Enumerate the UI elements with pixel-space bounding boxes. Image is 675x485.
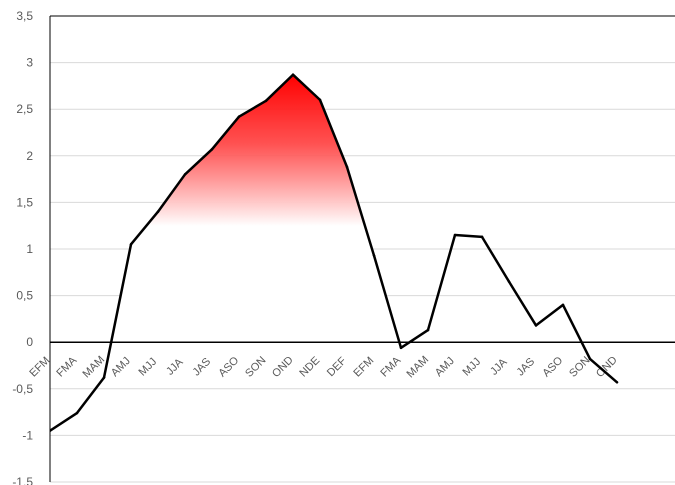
x-tick-label: MAM xyxy=(405,354,432,381)
y-tick-label: 1 xyxy=(26,242,33,256)
data-point xyxy=(291,73,295,76)
x-tick-label: AMJ xyxy=(433,355,457,379)
x-tick-label: AMJ xyxy=(109,355,133,379)
data-point xyxy=(588,357,592,361)
data-point xyxy=(129,243,133,246)
data-point xyxy=(372,254,376,257)
series-line-segment xyxy=(50,411,79,432)
x-tick-label: SON xyxy=(243,354,268,379)
series-line-segment xyxy=(534,303,565,327)
data-point xyxy=(561,303,565,307)
data-point xyxy=(156,210,160,213)
x-tick-label: MJJ xyxy=(137,356,160,379)
series-line-segment xyxy=(291,73,322,102)
x-tick-label: FMA xyxy=(54,354,79,379)
series-line-segment xyxy=(102,243,133,379)
series-line-segment xyxy=(453,233,484,239)
x-tick-label: OND xyxy=(270,354,296,380)
y-tick-label: 0,5 xyxy=(16,289,33,303)
data-point xyxy=(399,346,403,349)
data-point xyxy=(75,411,79,415)
y-tick-label: -1,5 xyxy=(12,475,33,485)
y-tick-label: -0,5 xyxy=(12,382,33,396)
data-point xyxy=(615,381,619,384)
data-point xyxy=(102,376,106,379)
data-point xyxy=(453,233,457,237)
peak-fill-area xyxy=(111,74,400,343)
y-tick-label: -1 xyxy=(22,428,33,442)
x-tick-label: JAS xyxy=(514,356,537,379)
data-point xyxy=(210,148,214,151)
series-line-segment xyxy=(264,73,295,103)
series-line-segment xyxy=(588,357,619,384)
y-tick-label: 1,5 xyxy=(16,195,33,209)
x-tick-label: JJA xyxy=(164,356,186,378)
series-line-segment xyxy=(156,173,187,213)
x-tick-label: EFM xyxy=(27,355,52,380)
series-line-segment xyxy=(237,99,268,118)
series-line-segment xyxy=(480,235,511,283)
y-tick-label: 3,5 xyxy=(16,9,33,23)
y-tick-label: 2 xyxy=(26,149,33,163)
x-tick-label: FMA xyxy=(378,354,403,379)
x-tick-label: NDE xyxy=(297,355,322,380)
series-line-segment xyxy=(75,376,106,415)
series-line-segment xyxy=(399,328,430,350)
x-tick-label: EFM xyxy=(351,355,376,380)
data-point xyxy=(318,98,322,102)
series-line-segment xyxy=(345,165,376,257)
series-line-segment xyxy=(426,233,457,332)
y-tick-label: 3 xyxy=(26,56,33,70)
series-line-segment xyxy=(507,280,538,327)
x-tick-label: ASO xyxy=(540,354,565,379)
y-axis-ticks: -1,5 -1 -0,5 0 0,5 1 1,5 2 2,5 3 3,5 xyxy=(12,9,33,485)
x-tick-label: MJJ xyxy=(461,356,484,379)
series-line-segment xyxy=(210,115,241,151)
data-point xyxy=(426,328,430,332)
data-point xyxy=(264,99,268,103)
series-line-segment xyxy=(372,254,403,350)
series-line-segment xyxy=(183,148,214,176)
x-tick-label: DEF xyxy=(325,355,349,379)
series-line-segment xyxy=(318,98,349,169)
x-axis-ticks: EFM FMA MAM AMJ MJJ JJA JAS ASO SON OND NDE DEF EFM F… xyxy=(27,341,675,381)
data-point xyxy=(507,280,511,283)
x-tick-label: JAS xyxy=(190,356,213,379)
series-line-segment xyxy=(129,210,160,246)
data-point xyxy=(480,235,484,239)
data-point xyxy=(50,429,52,432)
data-point xyxy=(237,115,241,118)
x-tick-label: JJA xyxy=(488,356,510,378)
data-point xyxy=(183,173,187,176)
data-point xyxy=(345,165,349,169)
y-tick-label: 2,5 xyxy=(16,102,33,116)
x-tick-label: ASO xyxy=(216,354,241,379)
data-point xyxy=(534,324,538,327)
y-tick-label: 0 xyxy=(26,335,33,349)
series-line-segment xyxy=(561,303,592,361)
